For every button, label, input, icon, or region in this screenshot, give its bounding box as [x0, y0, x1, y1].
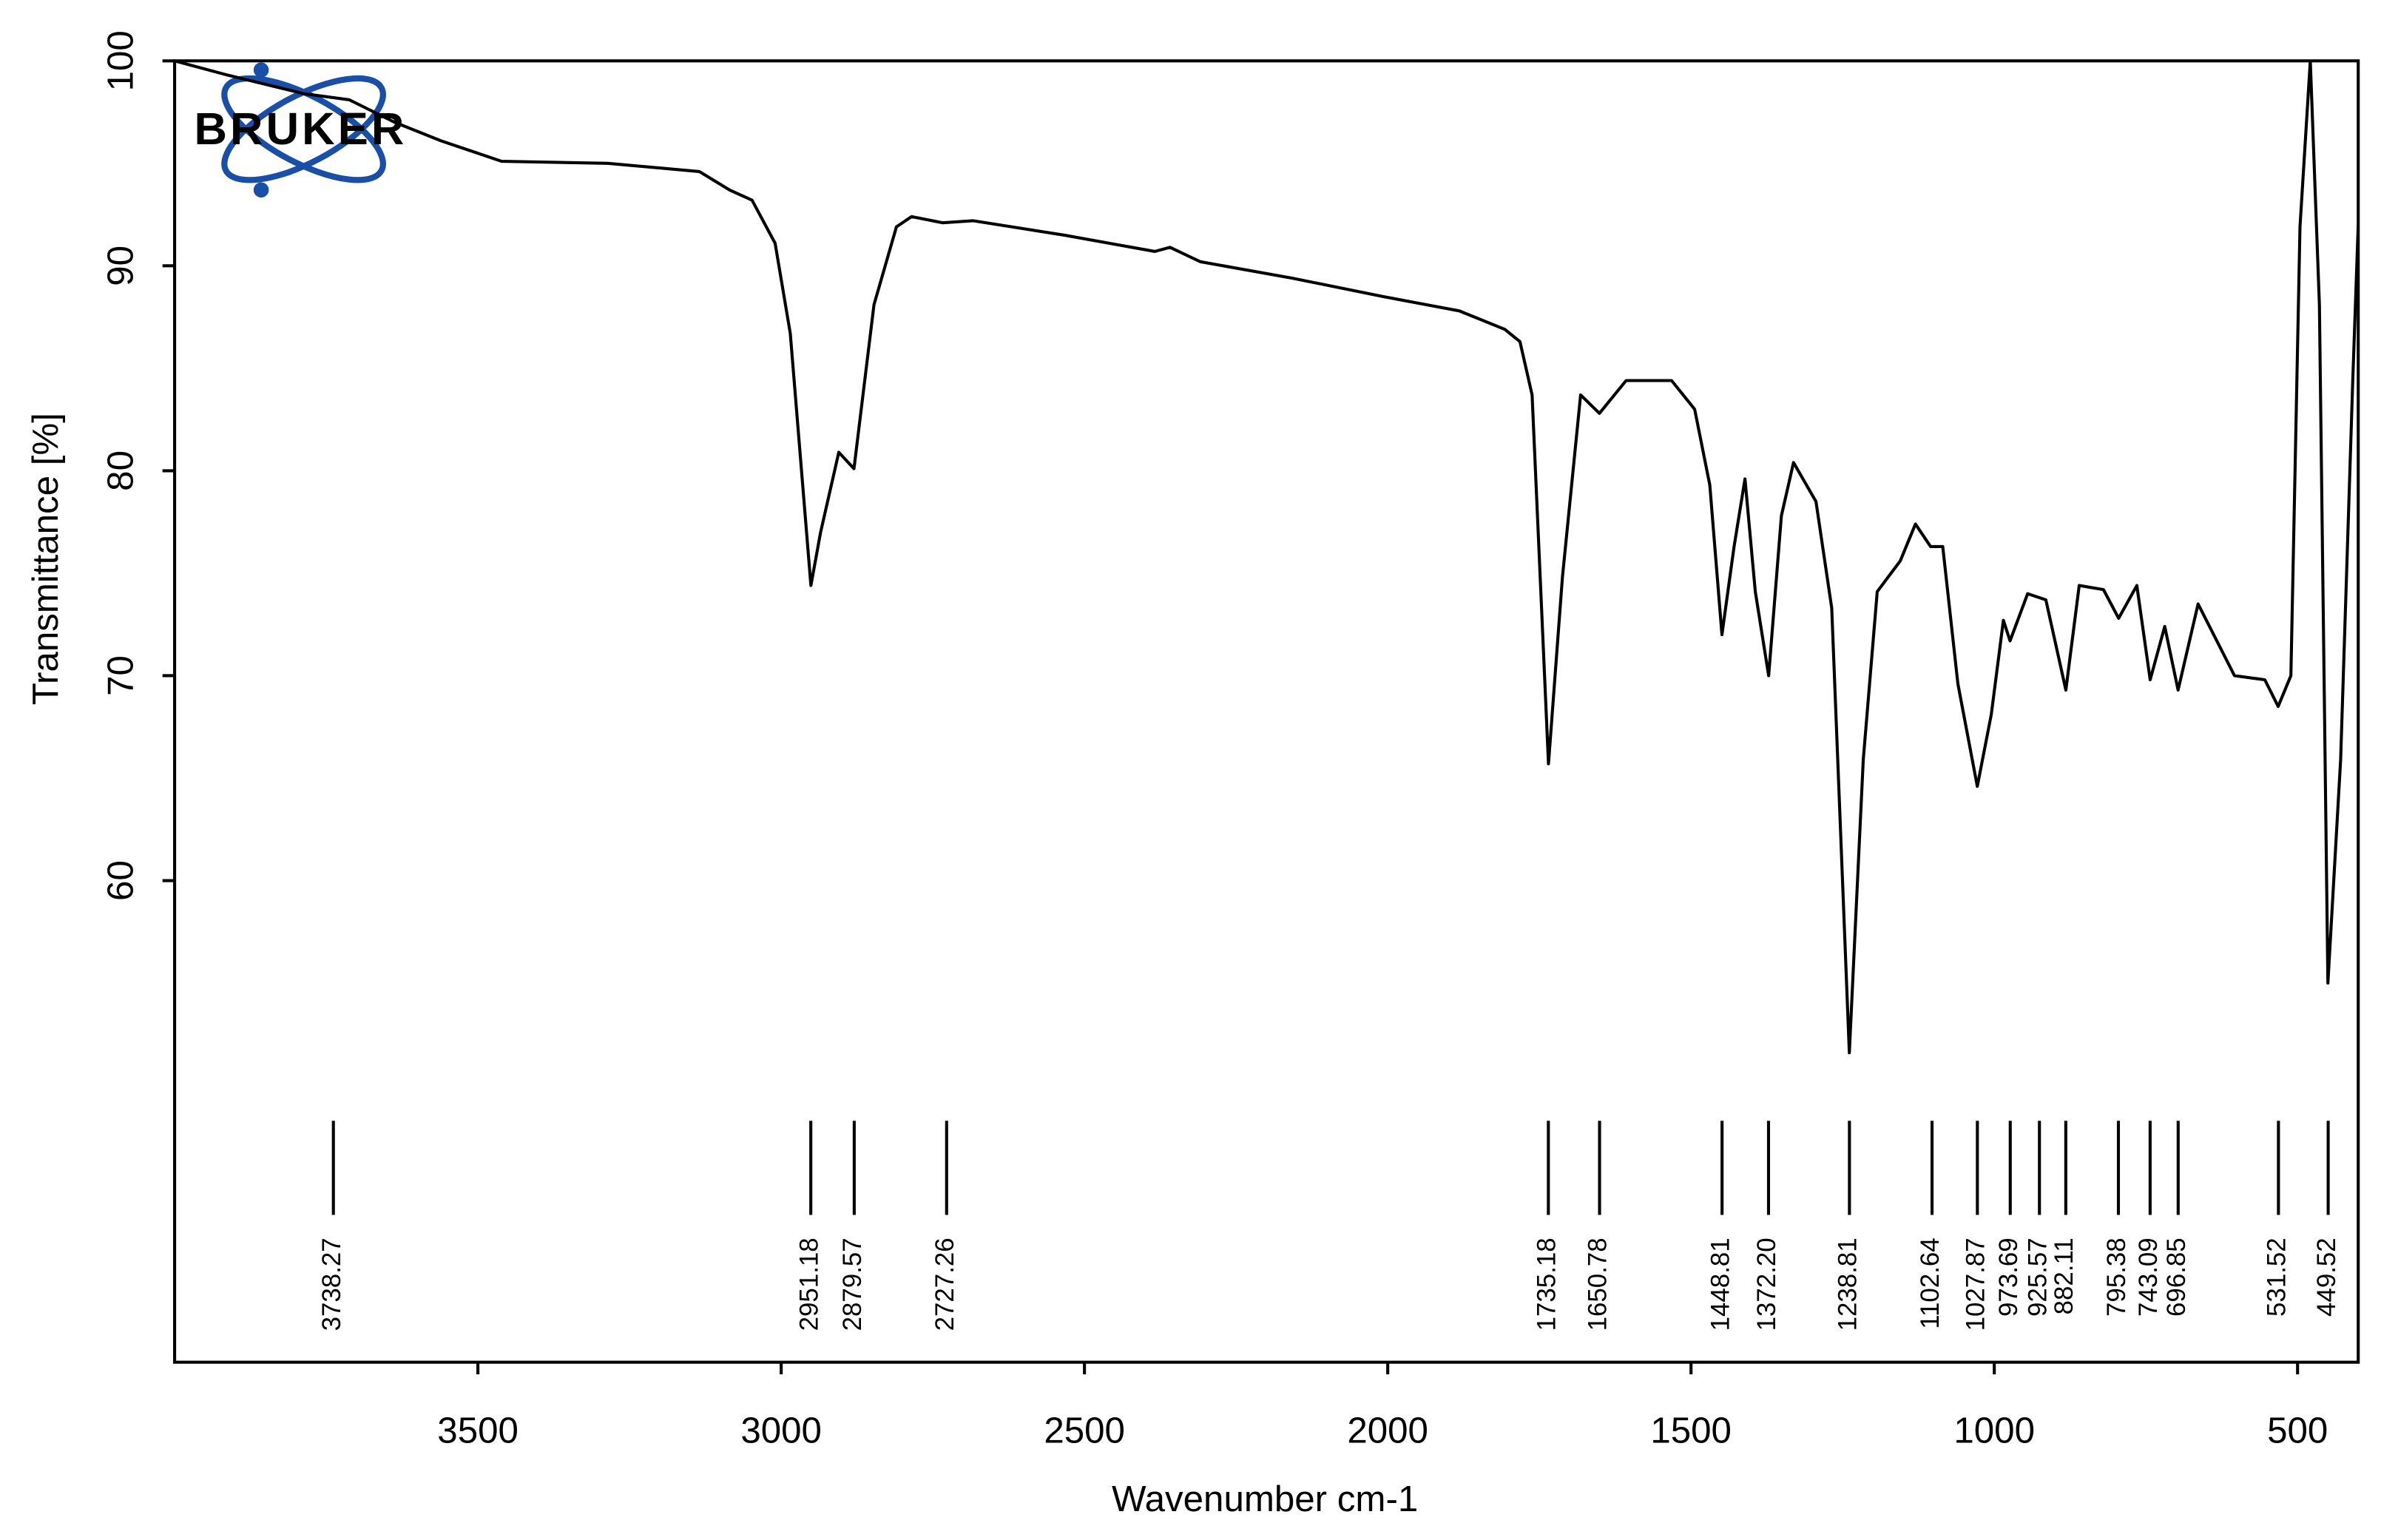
peak-label: 1238.81: [1834, 1237, 1862, 1331]
x-tick-label: 500: [2267, 1410, 2328, 1450]
y-tick-label: 60: [100, 860, 141, 901]
y-tick-label: 90: [100, 246, 141, 286]
logo-dot: [253, 62, 269, 78]
logo-orbit: [221, 75, 386, 183]
spectrum-line: [175, 61, 2359, 1055]
plot-frame: [173, 59, 2360, 1364]
logo-orbit: [221, 75, 386, 183]
logo: BRUKER: [194, 62, 407, 198]
logo-text: BRUKER: [194, 104, 407, 155]
peak-label: 743.09: [2134, 1237, 2163, 1317]
peak-label: 1372.20: [1752, 1237, 1781, 1331]
peak-label: 1448.81: [1706, 1237, 1735, 1331]
peak-label: 449.52: [2312, 1237, 2341, 1317]
peak-label: 2879.57: [838, 1237, 867, 1331]
peak-label: 3738.27: [317, 1237, 346, 1331]
peak-label: 531.52: [2263, 1237, 2291, 1317]
x-tick-label: 3500: [437, 1410, 519, 1450]
y-tick-label: 100: [100, 30, 141, 91]
y-tick-label: 80: [100, 450, 141, 491]
peak-label: 1027.87: [1962, 1237, 1990, 1331]
peak-label: 795.38: [2102, 1237, 2131, 1317]
peak-label: 1650.78: [1584, 1237, 1612, 1331]
x-tick-label: 2500: [1044, 1410, 1125, 1450]
peak-label: 696.85: [2162, 1237, 2191, 1317]
peak-label: 2951.18: [794, 1237, 823, 1331]
peak-label: 925.57: [2023, 1237, 2052, 1317]
logo-dot: [253, 182, 269, 198]
x-tick-label: 1500: [1650, 1410, 1732, 1450]
y-tick-label: 70: [100, 655, 141, 696]
peak-label: 1735.18: [1533, 1237, 1561, 1331]
y-axis-label: Transmittance [%]: [25, 413, 66, 705]
peak-label: 1102.64: [1916, 1237, 1945, 1328]
peak-label: 973.69: [1994, 1237, 2023, 1317]
x-tick-label: 2000: [1347, 1410, 1428, 1450]
x-tick-label: 3000: [740, 1410, 822, 1450]
peak-label: 882.11: [2050, 1237, 2078, 1314]
peak-label: 2727.26: [931, 1237, 959, 1331]
x-tick-label: 1000: [1953, 1410, 2035, 1450]
x-axis-label: Wavenumber cm-1: [1112, 1479, 1418, 1519]
